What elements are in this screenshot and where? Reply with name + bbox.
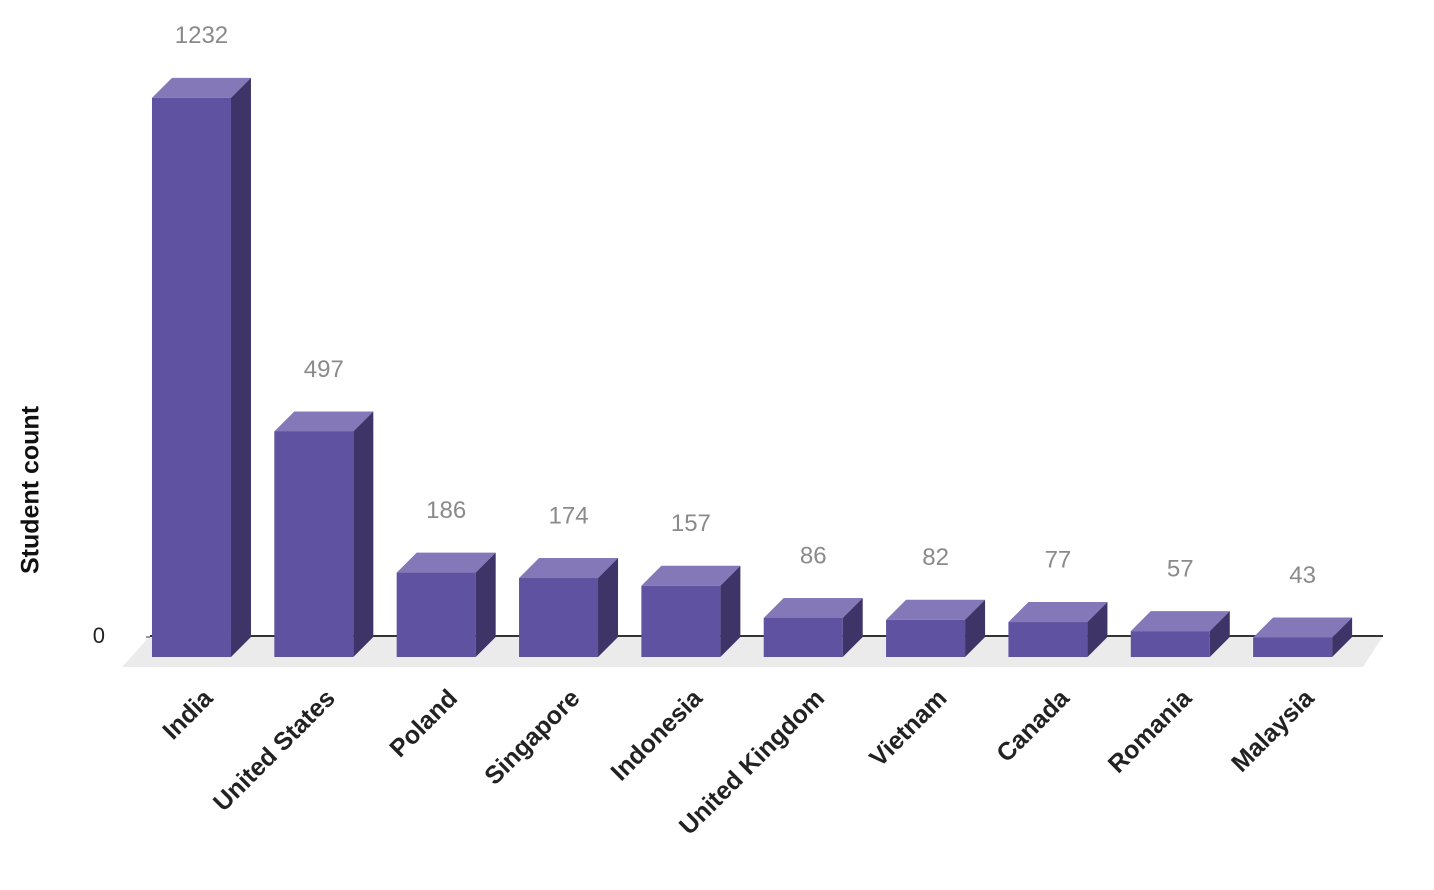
bar	[274, 431, 354, 657]
x-tick-label: Vietnam	[864, 684, 952, 772]
value-label: 157	[671, 510, 711, 537]
bar	[1253, 637, 1333, 657]
bar-top	[886, 599, 986, 620]
bar-side	[230, 77, 251, 657]
bar-side	[720, 565, 741, 657]
bar-side	[965, 599, 986, 657]
bar	[1008, 622, 1088, 657]
bar-top	[274, 411, 374, 432]
bar-side	[1087, 602, 1108, 657]
bar	[151, 97, 231, 657]
value-label: 186	[426, 497, 466, 524]
value-label: 1232	[175, 22, 228, 49]
value-label: 43	[1289, 562, 1316, 589]
value-label: 174	[549, 502, 589, 529]
x-tick-label: Poland	[384, 684, 463, 763]
x-tick-label: Indonesia	[605, 683, 708, 786]
value-label: 57	[1167, 555, 1194, 582]
bar-top	[396, 552, 496, 573]
bar-top	[519, 558, 619, 579]
bar	[641, 585, 721, 657]
value-label: 82	[922, 544, 949, 571]
bar-top	[641, 565, 741, 586]
x-tick-label: Malaysia	[1226, 683, 1320, 777]
bar-side	[475, 552, 496, 657]
y-tick-label: 0	[93, 623, 105, 648]
bar-top	[151, 77, 251, 98]
x-tick-label: India	[157, 683, 219, 745]
bar	[763, 617, 843, 657]
value-label: 86	[800, 542, 827, 569]
bar	[519, 578, 599, 657]
bar-side	[598, 558, 619, 657]
bar-side	[1209, 611, 1230, 657]
bar-top	[1130, 611, 1230, 632]
x-tick-label: United States	[208, 684, 341, 817]
bar-top	[1008, 602, 1108, 623]
bar-top	[763, 597, 863, 618]
bar-side	[1332, 617, 1353, 657]
value-label: 497	[304, 356, 344, 383]
bar-side	[353, 411, 374, 657]
y-axis-title: Student count	[17, 405, 45, 574]
bar	[886, 619, 966, 657]
bar-side	[842, 597, 863, 657]
x-tick-label: Romania	[1103, 683, 1198, 778]
x-tick-label: Canada	[991, 683, 1075, 767]
value-label: 77	[1045, 546, 1072, 573]
bar	[396, 572, 476, 657]
x-tick-label: Singapore	[479, 684, 585, 790]
bar	[1130, 631, 1210, 657]
bar-top	[1253, 617, 1353, 638]
